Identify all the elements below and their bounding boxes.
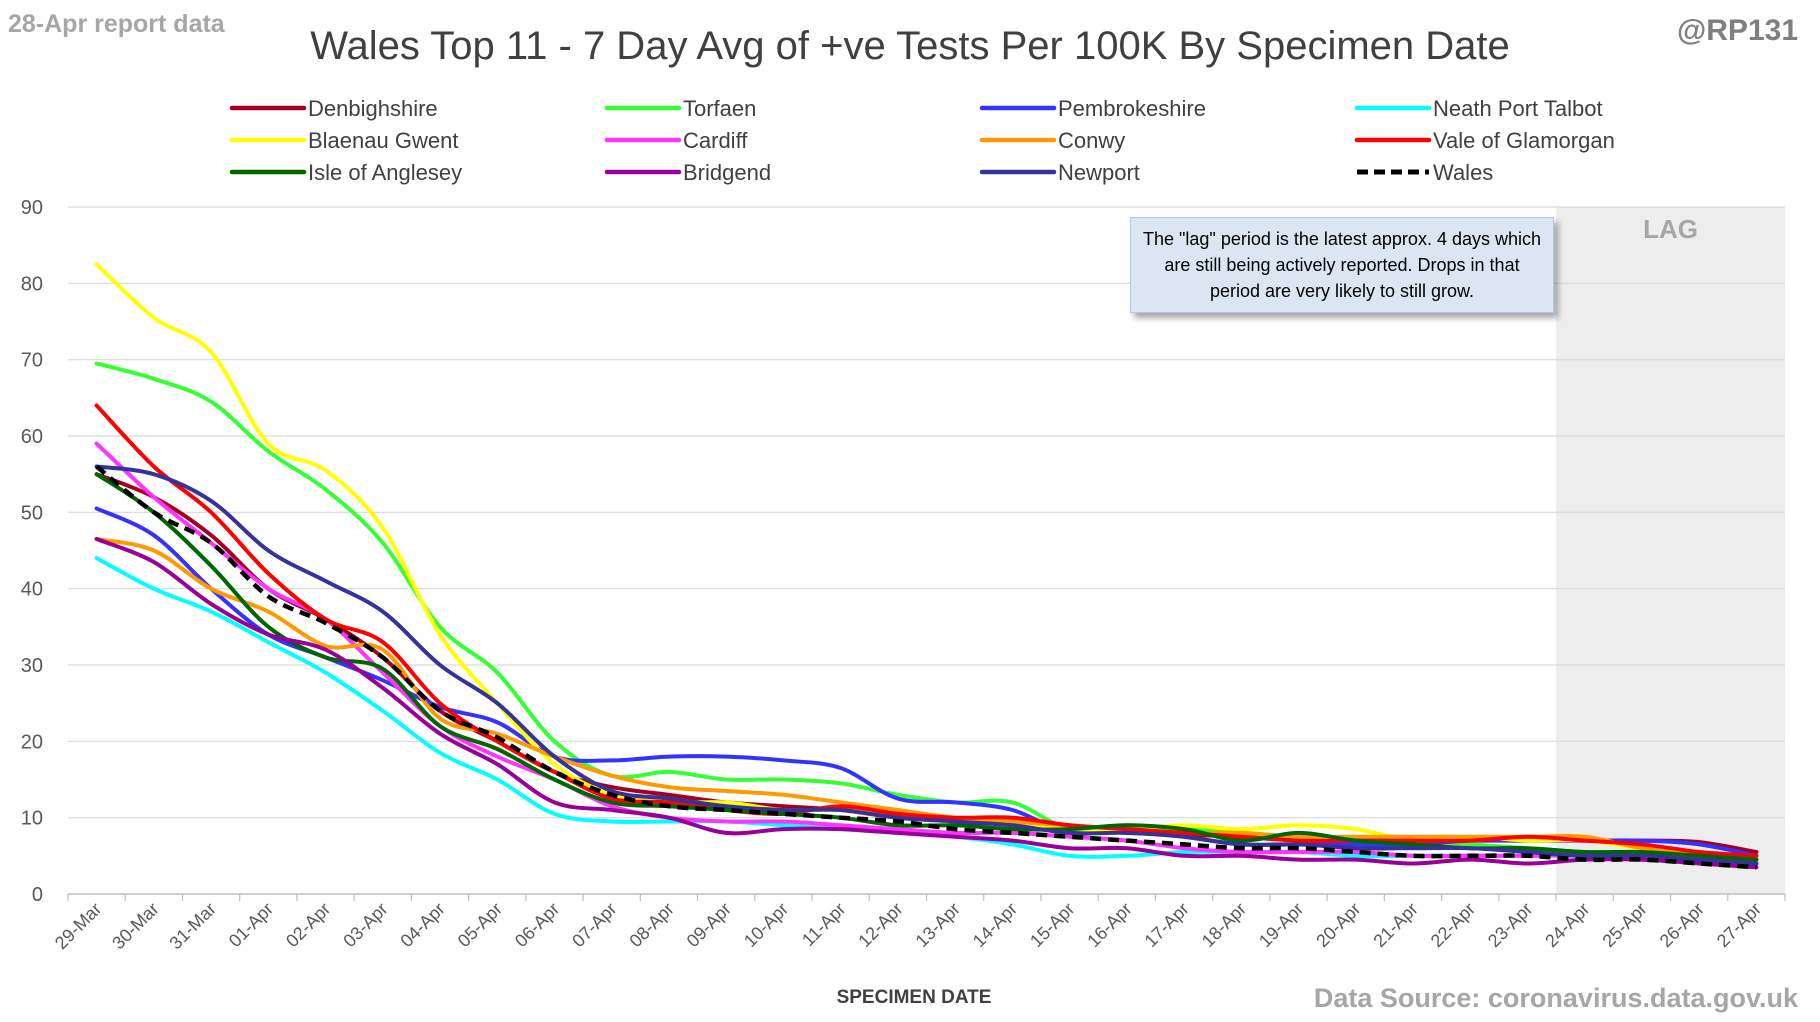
x-tick-label: 25-Apr [1598, 899, 1650, 951]
series-line-torfaen [94, 361, 1759, 862]
y-tick-label: 80 [21, 273, 43, 295]
x-tick-label: 14-Apr [969, 899, 1021, 951]
legend-label-torfaen: Torfaen [683, 96, 756, 121]
x-tick-label: 31-Mar [165, 899, 219, 953]
lag-region [1556, 207, 1785, 894]
y-tick-label: 50 [21, 502, 43, 524]
x-tick-label: 07-Apr [568, 899, 620, 951]
legend-label-blaenau-gwent: Blaenau Gwent [308, 128, 458, 153]
x-tick-label: 22-Apr [1427, 899, 1479, 951]
x-tick-label: 09-Apr [683, 899, 735, 951]
legend-label-bridgend: Bridgend [683, 160, 771, 185]
legend-label-conwy: Conwy [1058, 128, 1125, 153]
x-tick-label: 19-Apr [1255, 899, 1307, 951]
x-tick-label: 17-Apr [1141, 899, 1193, 951]
x-tick-label: 23-Apr [1484, 899, 1536, 951]
x-tick-label: 12-Apr [854, 899, 906, 951]
y-tick-label: 60 [21, 426, 43, 448]
y-tick-label: 0 [32, 884, 43, 906]
series-line-pembrokeshire [94, 506, 1759, 858]
x-tick-label: 05-Apr [454, 899, 506, 951]
legend-label-vale-of-glamorgan: Vale of Glamorgan [1433, 128, 1615, 153]
legend-label-newport: Newport [1058, 160, 1140, 185]
x-tick-label: 16-Apr [1083, 899, 1135, 951]
series-lines [94, 262, 1759, 870]
x-tick-label: 02-Apr [282, 899, 334, 951]
lag-note: The "lag" period is the latest approx. 4… [1130, 217, 1554, 313]
legend-label-pembrokeshire: Pembrokeshire [1058, 96, 1206, 121]
series-line-wales [95, 464, 1757, 870]
y-tick-label: 20 [21, 731, 43, 753]
x-tick-label: 26-Apr [1656, 899, 1708, 951]
x-tick-labels: 29-Mar 30-Mar 31-Mar 01-Apr 02-Apr 03-Apr 04-A… [51, 899, 1765, 953]
x-tick-label: 27-Apr [1713, 899, 1765, 951]
x-tick-label: 29-Mar [51, 899, 105, 953]
lag-shading [1556, 207, 1785, 894]
legend-label-wales: Wales [1433, 160, 1493, 185]
chart-title: Wales Top 11 - 7 Day Avg of +ve Tests Pe… [310, 24, 1510, 68]
y-tick-label: 70 [21, 350, 43, 372]
legend-label-neath-port-talbot: Neath Port Talbot [1433, 96, 1603, 121]
x-tick-label: 13-Apr [912, 899, 964, 951]
x-tick-label: 08-Apr [625, 899, 677, 951]
series-line-newport [94, 464, 1759, 866]
x-tick-label: 30-Mar [108, 899, 162, 953]
legend-label-denbighshire: Denbighshire [308, 96, 438, 121]
y-tick-label: 30 [21, 655, 43, 677]
x-tick-label: 03-Apr [339, 899, 391, 951]
x-tick-label: 06-Apr [511, 899, 563, 951]
x-tick-label: 24-Apr [1541, 899, 1593, 951]
legend-label-isle-of-anglesey: Isle of Anglesey [308, 160, 462, 185]
x-tick-label: 10-Apr [740, 899, 792, 951]
y-tick-labels: 0 10 20 30 40 50 60 70 80 90 [21, 197, 43, 906]
series-line-vale-of-glamorgan [94, 403, 1759, 858]
x-tick-label: 01-Apr [225, 899, 277, 951]
x-tick-label: 11-Apr [798, 899, 849, 950]
x-axis-label: SPECIMEN DATE [837, 987, 992, 1008]
x-tick-label: 21-Apr [1369, 899, 1421, 951]
author-handle: @RP131 [1677, 14, 1798, 47]
x-tick-label: 20-Apr [1312, 899, 1364, 951]
series-line-conwy [94, 537, 1759, 862]
axes [67, 893, 1786, 901]
lag-label: LAG [1643, 214, 1698, 244]
y-tick-label: 90 [21, 197, 43, 219]
x-tick-label: 18-Apr [1198, 899, 1250, 951]
report-date-label: 28-Apr report data [8, 10, 225, 38]
series-line-blaenau-gwent [94, 262, 1759, 862]
y-tick-label: 40 [21, 579, 43, 601]
x-tick-label: 04-Apr [396, 899, 448, 951]
legend-label-cardiff: Cardiff [683, 128, 748, 153]
data-source: Data Source: coronavirus.data.gov.uk [1313, 983, 1798, 1013]
legend: Denbighshire Torfaen Pembrokeshire Neath Po… [229, 96, 1615, 185]
x-tick-label: 15-Apr [1026, 899, 1078, 951]
y-tick-label: 10 [21, 808, 43, 830]
series-line-bridgend [94, 537, 1759, 870]
